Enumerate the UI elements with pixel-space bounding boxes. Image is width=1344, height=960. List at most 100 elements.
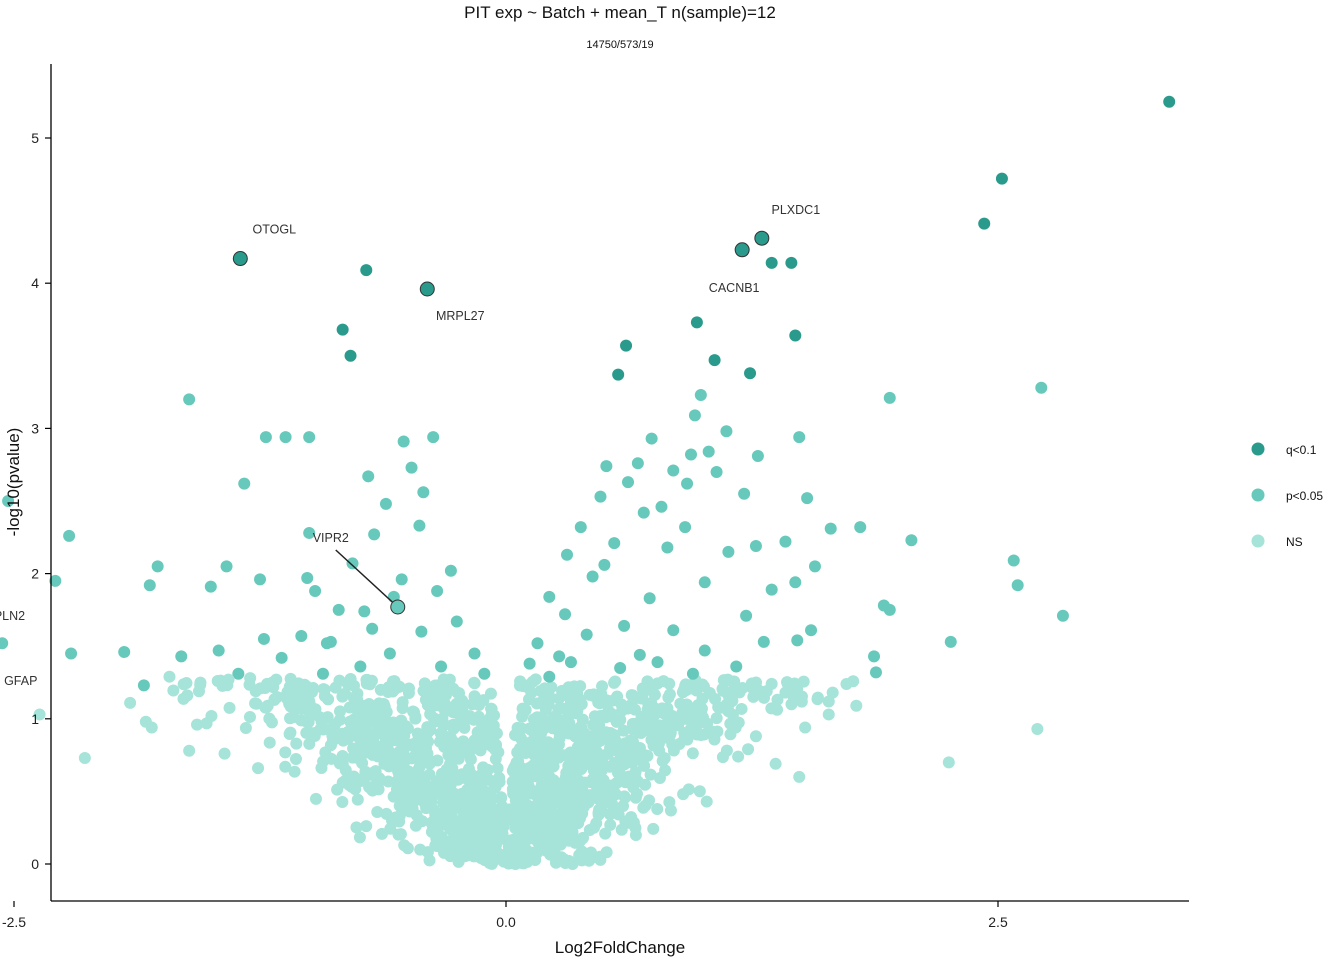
point-p005 — [594, 490, 607, 503]
point-q01 — [765, 256, 778, 269]
point-NS — [629, 828, 642, 841]
ns-point — [433, 735, 446, 748]
point-NS — [192, 685, 205, 698]
ns-point — [336, 758, 349, 771]
ns-point — [632, 753, 645, 766]
ns-point — [424, 724, 437, 737]
ns-point — [503, 803, 516, 816]
y-tick-label: 2 — [31, 566, 39, 582]
point-NS — [78, 752, 91, 765]
point-p005 — [633, 648, 646, 661]
ns-point — [568, 786, 581, 799]
ns-point — [527, 759, 540, 772]
ns-point — [249, 697, 262, 710]
point-p005 — [608, 537, 621, 550]
data-points — [0, 95, 1176, 841]
ns-point — [673, 737, 686, 750]
ns-point — [588, 710, 601, 723]
point-NS — [1031, 722, 1044, 735]
ns-point — [680, 698, 693, 711]
ns-point — [614, 713, 627, 726]
ns-point — [565, 706, 578, 719]
point-p005 — [183, 393, 196, 406]
ns-point — [448, 843, 461, 856]
ns-point — [364, 743, 377, 756]
ns-point — [468, 690, 481, 703]
ns-point — [289, 752, 302, 765]
ns-point — [510, 845, 523, 858]
ns-point — [583, 824, 596, 836]
point-p005 — [2, 495, 15, 507]
point-p005 — [450, 615, 463, 628]
labeled-point — [232, 251, 248, 267]
ns-point — [300, 715, 313, 728]
point-NS — [850, 699, 863, 712]
ns-point — [537, 748, 550, 761]
ns-point — [502, 857, 515, 870]
ns-point — [321, 711, 334, 724]
point-q01 — [612, 368, 625, 381]
ns-point — [732, 750, 745, 763]
ns-point — [300, 726, 313, 739]
legend-label: q<0.1 — [1286, 443, 1317, 457]
ns-point — [531, 821, 544, 834]
point-NS — [124, 696, 137, 709]
point-p005 — [883, 603, 896, 616]
ns-point — [594, 853, 607, 866]
ns-point — [449, 828, 462, 841]
ns-point — [373, 697, 386, 710]
gene-label: MRPL27 — [436, 309, 485, 323]
point-q01 — [690, 316, 703, 329]
ns-point — [637, 801, 650, 814]
ns-point — [629, 717, 642, 730]
point-p005 — [63, 529, 76, 542]
axis-ticks: -2.50.02.55.0012345 — [2, 130, 1008, 930]
ns-point — [271, 691, 284, 704]
ns-point — [592, 696, 605, 709]
ns-point — [181, 689, 194, 702]
point-p005 — [740, 609, 753, 622]
ns-point — [279, 760, 292, 773]
labeled-point — [419, 281, 435, 297]
ns-point — [508, 785, 521, 798]
ns-point — [646, 714, 659, 727]
point-p005 — [618, 619, 631, 632]
point-p005 — [435, 660, 448, 673]
point-p005 — [688, 409, 701, 422]
point-p005 — [655, 500, 668, 513]
point-p005 — [730, 660, 743, 673]
point-p005 — [720, 425, 733, 438]
ns-point — [413, 747, 426, 760]
ns-point — [461, 815, 474, 828]
ns-point — [223, 701, 236, 714]
ns-point — [419, 693, 432, 706]
ns-point — [395, 714, 408, 727]
legend-swatch — [1251, 442, 1265, 456]
ns-point — [388, 675, 401, 688]
ns-point — [402, 682, 415, 695]
point-NS — [700, 795, 713, 808]
point-p005 — [805, 624, 818, 637]
ns-point — [708, 733, 721, 746]
ns-point — [353, 831, 366, 844]
ns-point — [596, 680, 609, 693]
ns-point — [710, 712, 723, 725]
point-p005 — [397, 435, 410, 448]
point-p005 — [303, 526, 316, 539]
ns-point — [448, 787, 461, 800]
ns-point — [553, 826, 566, 839]
chart-subtitle: 14750/573/19 — [586, 39, 653, 51]
ns-point — [656, 754, 669, 767]
ns-point — [284, 726, 297, 739]
point-p005 — [431, 585, 444, 598]
point-p005 — [749, 540, 762, 553]
ns-point — [797, 675, 810, 688]
point-p005 — [580, 628, 593, 641]
point-q01 — [789, 329, 802, 342]
point-p005 — [686, 667, 699, 680]
ns-point — [651, 802, 664, 815]
ns-point — [619, 791, 632, 804]
ns-point — [434, 784, 447, 797]
ns-point — [462, 762, 475, 775]
